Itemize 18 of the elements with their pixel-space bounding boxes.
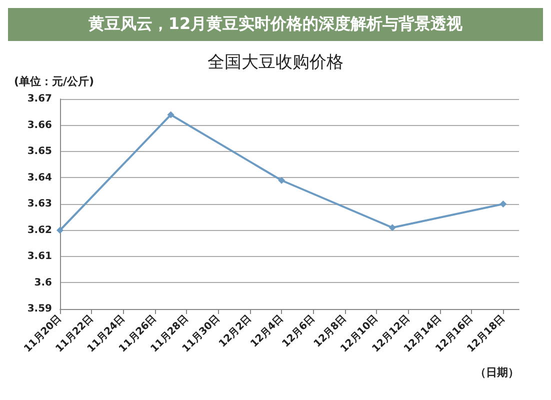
y-axis-title: (单位：元/公斤) bbox=[14, 75, 94, 88]
chart-title: 全国大豆收购价格 bbox=[208, 52, 344, 72]
y-tick-label: 3.63 bbox=[27, 198, 52, 210]
point bbox=[500, 200, 507, 208]
point bbox=[278, 176, 286, 184]
y-tick-label: 3.62 bbox=[27, 224, 52, 236]
x-axis-title: （日期） bbox=[475, 366, 519, 379]
y-tick-label: 3.61 bbox=[27, 251, 52, 262]
y-tick-label: 3.65 bbox=[27, 146, 52, 157]
y-tick-label: 3.64 bbox=[27, 172, 52, 184]
y-tick-label: 3.59 bbox=[27, 304, 52, 314]
text: 黄豆风云，12月黄豆实时价格的深度解析与背景透视 bbox=[8, 8, 543, 41]
point bbox=[56, 226, 64, 234]
point bbox=[388, 224, 396, 232]
y-tick-label: 3.67 bbox=[27, 94, 52, 104]
y-tick-label: 3.66 bbox=[27, 120, 52, 131]
point bbox=[167, 111, 174, 118]
y-tick-label: 3.6 bbox=[34, 277, 52, 288]
